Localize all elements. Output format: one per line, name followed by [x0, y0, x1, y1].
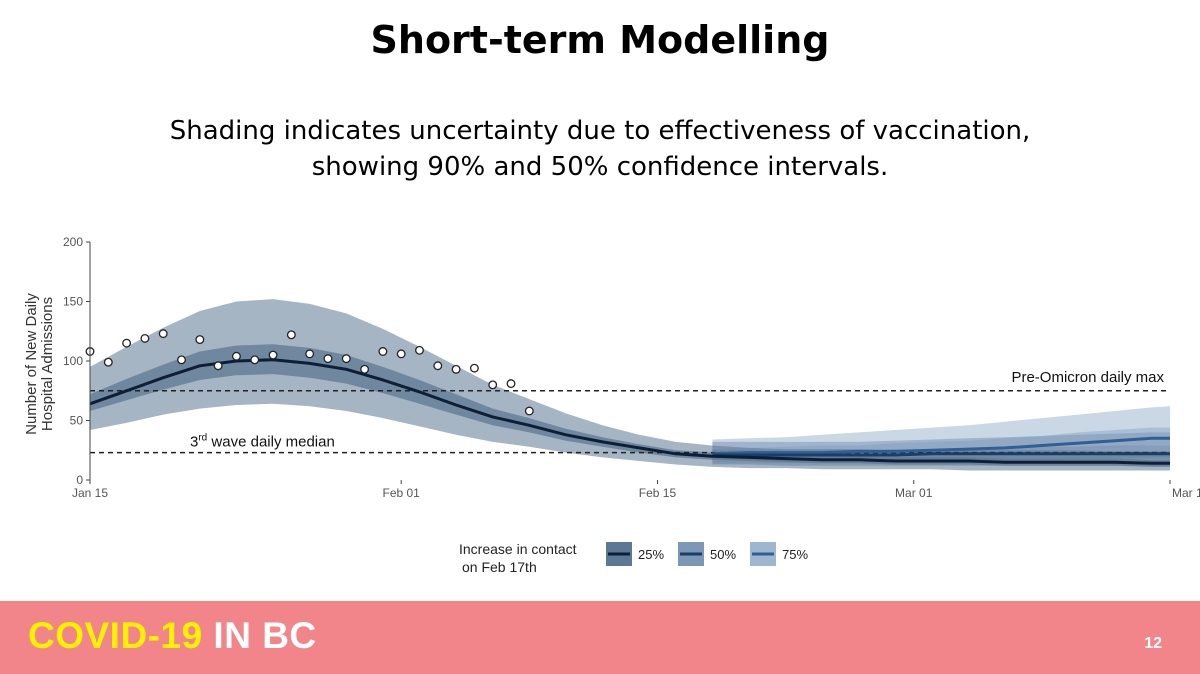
median-line-25pct	[89, 358, 1170, 465]
reference-lines: Pre-Omicron daily max 3rd wave daily medi…	[90, 369, 1170, 454]
observed-points	[85, 329, 534, 416]
observed-point	[488, 380, 498, 390]
page-number: 12	[1144, 635, 1162, 652]
y-tick-label: 50	[70, 414, 84, 428]
median-line-50pct	[712, 452, 1170, 457]
y-tick-label: 150	[63, 295, 83, 309]
observed-point	[195, 335, 205, 345]
observed-point	[341, 354, 351, 364]
pre-omicron-max-label: Pre-Omicron daily max	[1011, 369, 1164, 386]
observed-point	[122, 338, 132, 348]
observed-point	[250, 355, 260, 365]
observed-point	[103, 357, 113, 367]
observed-point	[469, 363, 479, 373]
slide-title: Short-term Modelling	[370, 18, 830, 62]
subtitle-line-1: Shading indicates uncertainty due to eff…	[169, 116, 1031, 146]
y-axis-label-line-1: Number of New Daily	[23, 293, 40, 435]
slide-subtitle: Shading indicates uncertainty due to eff…	[0, 113, 1200, 185]
observed-point	[524, 406, 534, 416]
x-tick-label: Feb 15	[639, 486, 677, 500]
observed-point	[323, 354, 333, 364]
y-axis-label-line-2: Hospital Admissions	[39, 297, 56, 431]
observed-point	[506, 379, 516, 389]
observed-point	[360, 364, 370, 374]
observed-point	[213, 361, 223, 371]
median-line-75pct	[712, 436, 1170, 456]
x-tick-label: Mar 15	[1172, 486, 1200, 500]
footer-bar: COVID-19 IN BC 12	[0, 601, 1200, 674]
median-lines	[89, 358, 1170, 465]
observed-point	[231, 351, 241, 361]
band-25pct-50ci	[90, 344, 1170, 467]
y-tick-label: 0	[76, 473, 83, 487]
confidence-bands	[90, 299, 1170, 471]
observed-point	[396, 349, 406, 359]
observed-point	[451, 364, 461, 374]
x-tick-label: Mar 01	[895, 486, 933, 500]
brand-in-bc: IN BC	[202, 615, 317, 656]
x-tick-label: Jan 15	[72, 486, 108, 500]
third-wave-median-label: 3rd wave daily median	[190, 433, 335, 451]
observed-point	[378, 347, 388, 356]
axes: Number of New Daily Hospital Admissions …	[23, 235, 1200, 500]
hospital-admissions-chart: Pre-Omicron daily max 3rd wave daily medi…	[23, 235, 1200, 575]
brand-covid: COVID-19	[28, 615, 203, 656]
x-tick-label: Feb 01	[383, 486, 421, 500]
observed-point	[433, 361, 443, 371]
observed-point	[140, 333, 150, 343]
legend-title-line-1: Increase in contact	[459, 541, 577, 557]
observed-point	[177, 355, 186, 365]
legend-label-25pct: 25%	[638, 547, 664, 562]
observed-point	[268, 350, 278, 360]
y-tick-label: 200	[63, 235, 83, 249]
legend-title-line-2: on Feb 17th	[462, 559, 537, 575]
observed-point	[415, 345, 424, 355]
legend-label-75pct: 75%	[782, 547, 808, 562]
y-tick-label: 100	[63, 354, 83, 368]
legend-label-50pct: 50%	[710, 547, 736, 562]
covid-bc-logo: COVID-19 IN BC	[28, 615, 317, 657]
band-25pct-90ci	[90, 299, 1170, 471]
observed-point	[158, 329, 168, 339]
subtitle-line-2: showing 90% and 50% confidence intervals…	[311, 152, 889, 182]
observed-point	[305, 349, 315, 359]
observed-point	[286, 330, 296, 340]
legend: Increase in contact on Feb 17th 25% 50% 75…	[459, 541, 808, 575]
